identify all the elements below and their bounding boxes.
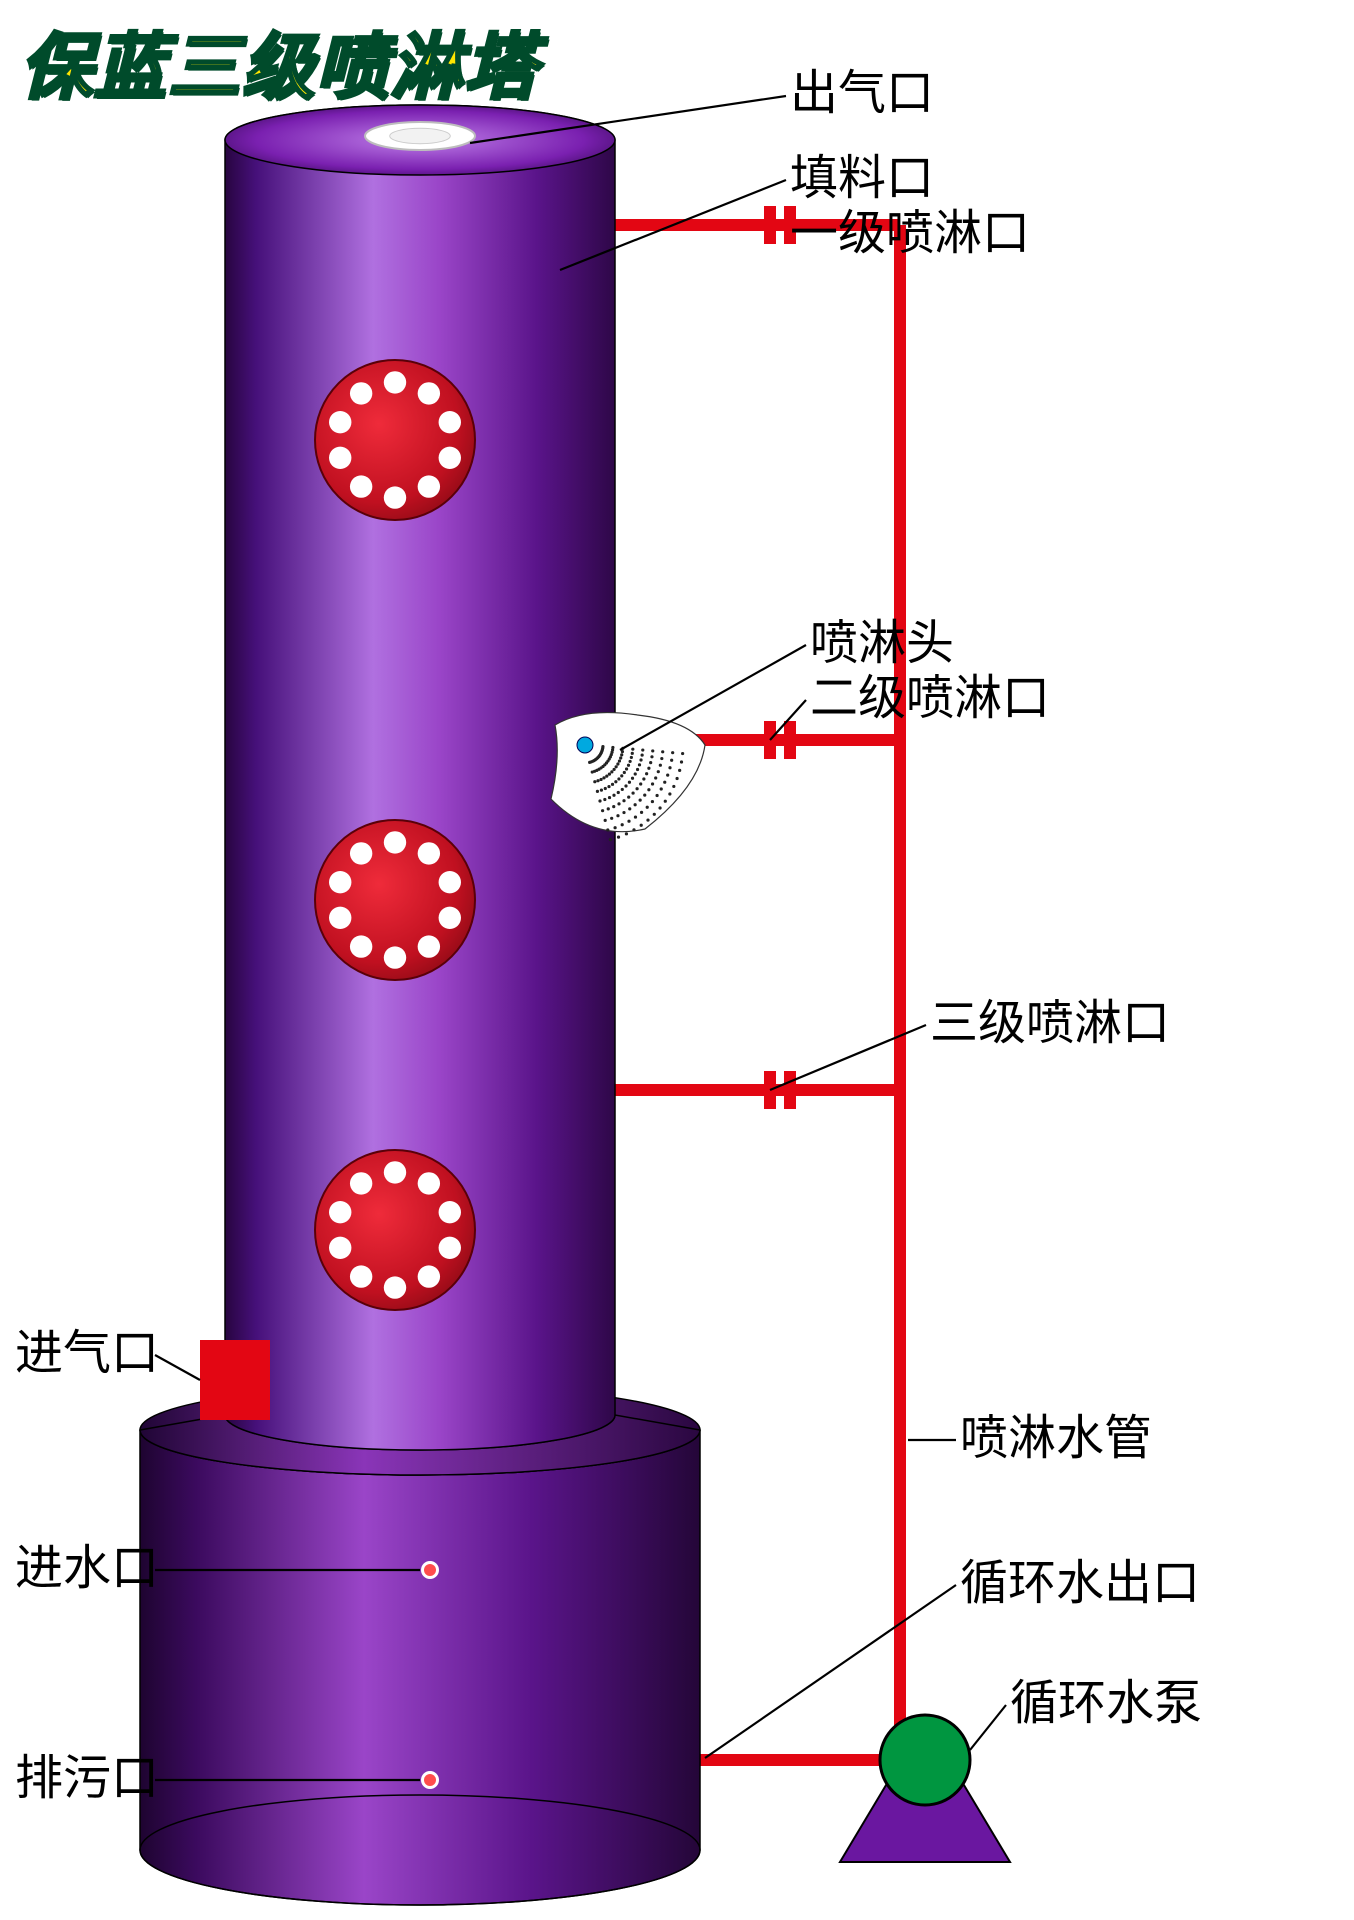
label-spray2: 二级喷淋口	[810, 675, 1050, 723]
label-circ_pump: 循环水泵	[1010, 1680, 1202, 1728]
label-drain: 排污口	[15, 1755, 159, 1803]
gas-inlet-block	[200, 1340, 270, 1420]
label-water_in: 进水口	[15, 1545, 159, 1593]
diagram-canvas: 保蓝三级喷淋塔	[0, 0, 1354, 1920]
label-gas_in: 进气口	[15, 1330, 159, 1378]
label-spray3: 三级喷淋口	[930, 1000, 1170, 1048]
diagram-svg	[0, 0, 1354, 1920]
label-spray_head: 喷淋头	[810, 620, 954, 668]
label-gas_out: 出气口	[790, 70, 934, 118]
label-fill_port: 填料口	[790, 155, 934, 203]
label-spray_pipe: 喷淋水管	[960, 1415, 1152, 1463]
circulation-pump	[840, 1715, 1010, 1862]
label-spray1: 一级喷淋口	[790, 210, 1030, 258]
label-circ_out: 循环水出口	[960, 1560, 1200, 1608]
